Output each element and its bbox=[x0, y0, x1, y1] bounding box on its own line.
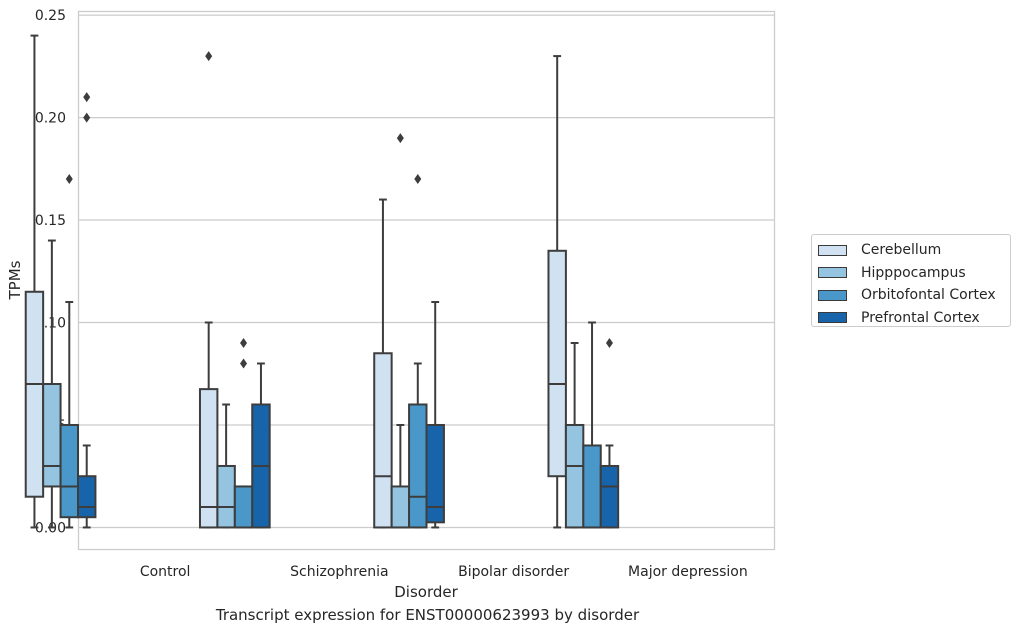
legend-label: Hipppocampus bbox=[861, 264, 966, 281]
box-iqr bbox=[390, 485, 411, 529]
box-iqr bbox=[425, 423, 445, 524]
box-prefrontal-cortex bbox=[599, 338, 620, 529]
box-iqr bbox=[24, 290, 45, 498]
box-hipppocampus bbox=[216, 403, 236, 529]
x-tick-label: Major depression bbox=[628, 564, 748, 580]
outlier-point bbox=[205, 51, 213, 62]
legend-label: Prefrontal Cortex bbox=[861, 309, 980, 326]
box-cerebellum bbox=[373, 198, 393, 529]
box-prefrontal-cortex bbox=[425, 301, 445, 529]
outlier-point bbox=[414, 174, 422, 185]
y-axis-label: TPMs bbox=[6, 260, 24, 300]
outlier-point bbox=[605, 338, 613, 349]
legend-swatch bbox=[818, 289, 847, 301]
x-tick-label: Control bbox=[140, 564, 191, 580]
gridlines bbox=[78, 14, 775, 529]
box-prefrontal-cortex bbox=[251, 362, 271, 529]
legend-item: Orbitofontal Cortex bbox=[818, 284, 1010, 307]
box-iqr bbox=[582, 444, 602, 529]
legend: Cerebellum Hipppocampus Orbitofontal Corte… bbox=[811, 234, 1011, 327]
box-cerebellum bbox=[547, 55, 567, 529]
box-prefrontal-cortex bbox=[77, 92, 97, 529]
legend-swatch bbox=[818, 312, 847, 324]
outlier-point bbox=[83, 112, 91, 123]
box-iqr bbox=[408, 403, 428, 529]
x-tick-label: Schizophrenia bbox=[290, 564, 388, 580]
legend-label: Orbitofontal Cortex bbox=[861, 287, 996, 304]
outlier-point bbox=[65, 174, 73, 185]
x-axis-label: Disorder bbox=[394, 583, 458, 601]
box-iqr bbox=[77, 475, 97, 519]
box-iqr bbox=[547, 249, 567, 478]
box-hipppocampus bbox=[390, 133, 411, 529]
outlier-point bbox=[240, 338, 248, 349]
y-tick-label: 0.15 bbox=[35, 213, 66, 229]
plot-frame bbox=[77, 10, 776, 551]
outlier-point bbox=[396, 133, 404, 144]
box-hipppocampus bbox=[564, 342, 585, 529]
legend-item: Hipppocampus bbox=[818, 262, 1010, 285]
legend-swatch bbox=[818, 244, 847, 256]
box-iqr bbox=[599, 464, 620, 529]
box-cerebellum bbox=[198, 51, 219, 529]
box-iqr bbox=[373, 352, 393, 529]
box-iqr bbox=[564, 423, 585, 529]
figure-caption: Transcript expression for ENST0000062399… bbox=[215, 606, 640, 624]
box-orbitofontal-cortex bbox=[233, 338, 254, 529]
box-orbitofontal-cortex bbox=[408, 174, 428, 529]
y-tick-label: 0.25 bbox=[35, 8, 66, 24]
legend-swatch bbox=[818, 267, 847, 279]
box-hipppocampus bbox=[42, 239, 62, 529]
outlier-point bbox=[83, 92, 91, 103]
x-tick-label: Bipolar disorder bbox=[458, 564, 569, 580]
legend-item: Cerebellum bbox=[818, 239, 1010, 262]
legend-item: Prefrontal Cortex bbox=[818, 307, 1010, 330]
box-iqr bbox=[198, 388, 219, 529]
outlier-point bbox=[240, 358, 248, 369]
box-orbitofontal-cortex bbox=[59, 174, 79, 529]
legend-label: Cerebellum bbox=[861, 242, 942, 259]
y-tick-label: 0.20 bbox=[35, 111, 66, 127]
box-iqr bbox=[216, 464, 236, 529]
box-iqr bbox=[42, 382, 62, 488]
box-iqr bbox=[233, 485, 254, 529]
x-tick-labels: Control Schizophrenia Bipolar disorder Majo… bbox=[140, 564, 748, 580]
box-cerebellum bbox=[24, 34, 45, 529]
box-iqr bbox=[59, 423, 79, 519]
boxes bbox=[24, 34, 620, 529]
